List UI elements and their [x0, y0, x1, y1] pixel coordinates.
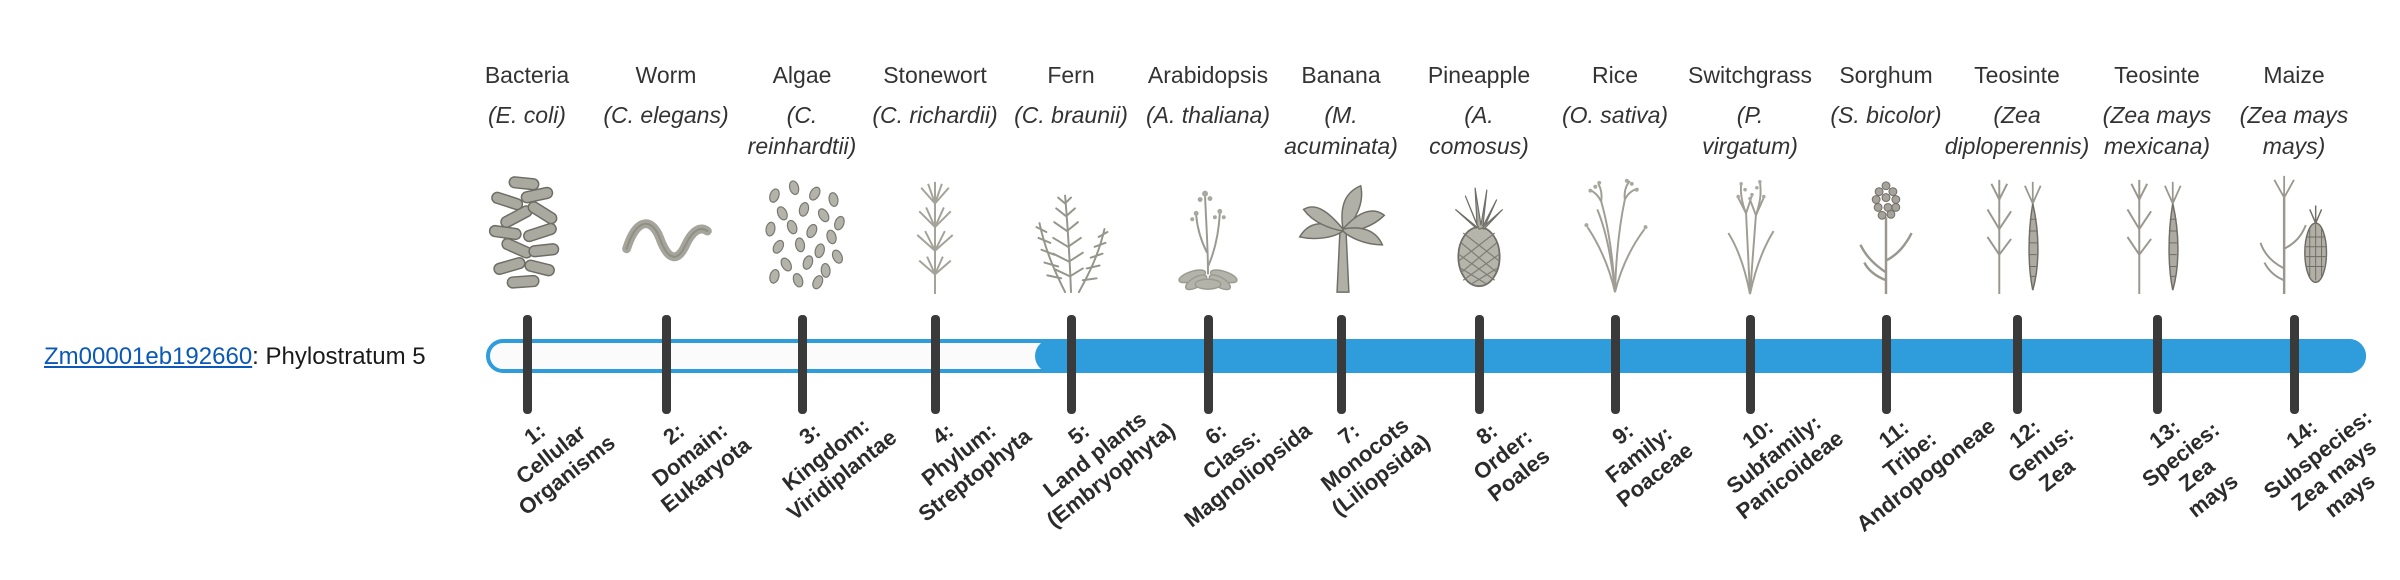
timeline-bar-fill	[1035, 339, 2366, 373]
gene-id-link[interactable]: Zm00001eb192660	[44, 343, 253, 370]
phylostratum-tick	[1882, 315, 1891, 414]
organism-scientific-name: (M. acuminata)	[1284, 102, 1398, 159]
phylostratum-tick	[798, 315, 807, 414]
phylostratum-label: 9: Family: Poaceae	[1600, 417, 1698, 513]
organism-name: Rice	[1591, 62, 1638, 88]
organism-scientific-name: (P. virgatum)	[1702, 102, 1798, 159]
phylostratum-label: 2: Domain: Eukaryota	[647, 417, 756, 518]
teosinte-illustration	[1959, 170, 2075, 298]
phylostratum-label: 12: Genus: Zea	[2003, 414, 2080, 497]
arabidopsis-illustration	[1150, 170, 1266, 298]
organism-name: Teosinte	[1974, 62, 2060, 88]
organism-name: Arabidopsis	[1147, 62, 1269, 88]
organism-name: Fern	[1047, 62, 1095, 88]
organism-name: Stonewort	[883, 62, 987, 88]
organism-scientific-name: (C. reinhardtii)	[747, 102, 857, 159]
gene-phylostratum-text: : Phylostratum 5	[252, 343, 426, 370]
phylostratum-label: 5: Land plants (Embryophyta)	[1038, 406, 1180, 533]
phylostratum-tick	[1337, 315, 1346, 414]
organism-scientific-name: (O. sativa)	[1561, 102, 1669, 128]
rice-illustration	[1557, 170, 1673, 298]
organism-name: Maize	[2263, 62, 2325, 88]
phylostratum-tick	[1611, 315, 1620, 414]
bacteria-illustration	[469, 170, 585, 298]
teosinte-illustration	[2099, 170, 2215, 298]
phylostratum-tick	[1475, 315, 1484, 414]
switchgrass-illustration	[1692, 170, 1808, 298]
pineapple-illustration	[1421, 170, 1537, 298]
organism-name: Bacteria	[484, 62, 570, 88]
phylostratum-label: 10: Subfamily: Panicoideae	[1721, 409, 1848, 525]
organism-scientific-name: (E. coli)	[488, 102, 566, 128]
phylostratum-tick	[1746, 315, 1755, 414]
maize-illustration	[2236, 170, 2352, 298]
organism-scientific-name: (A. thaliana)	[1145, 102, 1270, 128]
gene-label: Zm00001eb192660: Phylostratum 5	[44, 343, 426, 371]
organism-scientific-name: (C. braunii)	[1014, 102, 1128, 128]
organism-scientific-name: (Zea mays mays)	[2239, 102, 2349, 159]
phylostratum-label: 7: Monocots (Liliopsida)	[1316, 412, 1435, 521]
organism-name: Sorghum	[1839, 62, 1933, 88]
organism-scientific-name: (C. elegans)	[603, 102, 729, 128]
phylostratum-tick	[2153, 315, 2162, 414]
phylostratum-label: 3: Kingdom: Viridiplantae	[777, 412, 902, 526]
organism-name: Banana	[1301, 62, 1381, 88]
phylostratum-label: 8: Order: Poales	[1468, 417, 1555, 507]
organism-name: Algae	[772, 62, 832, 88]
organism-name: Teosinte	[2114, 62, 2200, 88]
organism-scientific-name: (Zea mays mexicana)	[2102, 102, 2212, 159]
phylostratum-tick	[1204, 315, 1213, 414]
phylostratum-tick	[2290, 315, 2299, 414]
sorghum-illustration	[1828, 170, 1944, 298]
organism-scientific-name: (A. comosus)	[1429, 102, 1529, 159]
fern-illustration	[1013, 170, 1129, 298]
organism-name: Pineapple	[1427, 62, 1531, 88]
worm-illustration	[608, 170, 724, 298]
organism-scientific-name: (Zea diploperennis)	[1944, 102, 2090, 159]
stonewort-illustration	[877, 170, 993, 298]
phylostratum-tick	[662, 315, 671, 414]
phylostratum-label: 11: Tribe: Andropogoneae	[1851, 413, 2000, 537]
organism-name: Switchgrass	[1688, 62, 1812, 88]
phylostratum-tick	[523, 315, 532, 414]
organism-name: Worm	[635, 62, 697, 88]
phylostratum-tick	[1067, 315, 1076, 414]
algae-illustration	[744, 170, 860, 298]
phylostratum-label: 4: Phylum: Streptophyta	[913, 417, 1036, 527]
phylostratum-tick	[2013, 315, 2022, 414]
phylostratum-label: 14: Subspecies: Zea mays mays	[2258, 404, 2381, 523]
organism-scientific-name: (S. bicolor)	[1830, 102, 1942, 128]
phylostratum-label: 6: Class: Magnoliopsida	[1179, 417, 1317, 533]
phylostratum-label: 13: Species: Zea mays	[2137, 414, 2243, 523]
organism-scientific-name: (C. richardii)	[872, 102, 998, 128]
phylostratum-label: 1: Cellular Organisms	[511, 417, 620, 521]
phylostratum-tick	[931, 315, 940, 414]
banana-illustration	[1283, 170, 1399, 298]
